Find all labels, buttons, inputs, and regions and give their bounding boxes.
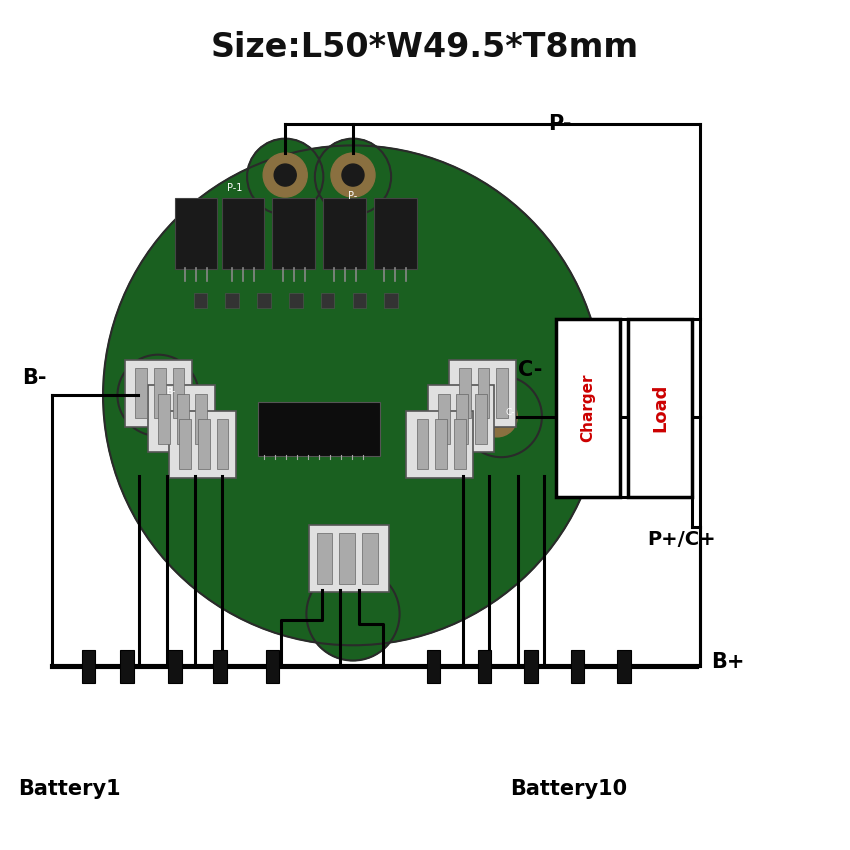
- Circle shape: [275, 164, 296, 186]
- Bar: [173, 368, 184, 418]
- Bar: [362, 534, 377, 584]
- Bar: [556, 319, 620, 497]
- Bar: [316, 534, 332, 584]
- Bar: [496, 368, 508, 418]
- Circle shape: [138, 375, 178, 416]
- Bar: [427, 650, 440, 683]
- Text: P-1: P-1: [227, 183, 242, 193]
- Text: P-: P-: [548, 114, 571, 134]
- Bar: [478, 650, 491, 683]
- FancyBboxPatch shape: [309, 525, 388, 592]
- FancyBboxPatch shape: [148, 385, 215, 452]
- Bar: [120, 650, 133, 683]
- Circle shape: [342, 164, 364, 186]
- FancyBboxPatch shape: [125, 360, 192, 427]
- Text: Battery1: Battery1: [18, 779, 121, 799]
- Bar: [438, 394, 450, 444]
- Bar: [475, 394, 487, 444]
- Text: B+: B+: [711, 652, 745, 672]
- FancyBboxPatch shape: [406, 411, 473, 478]
- Bar: [289, 293, 303, 308]
- Bar: [416, 419, 428, 469]
- Bar: [154, 368, 166, 418]
- Circle shape: [264, 153, 307, 197]
- Bar: [459, 368, 471, 418]
- Circle shape: [247, 139, 323, 215]
- Bar: [454, 419, 466, 469]
- Bar: [135, 368, 147, 418]
- Text: B-: B-: [23, 368, 47, 388]
- Text: C-: C-: [506, 408, 515, 416]
- Circle shape: [306, 567, 400, 660]
- Bar: [570, 650, 584, 683]
- Text: C-: C-: [518, 360, 542, 380]
- Bar: [168, 650, 182, 683]
- Bar: [353, 293, 366, 308]
- Circle shape: [117, 354, 199, 436]
- Text: Load: Load: [651, 384, 669, 433]
- Bar: [198, 419, 210, 469]
- Bar: [158, 394, 170, 444]
- Text: Charger: Charger: [581, 374, 596, 442]
- FancyBboxPatch shape: [374, 198, 416, 269]
- Circle shape: [103, 145, 603, 645]
- FancyBboxPatch shape: [428, 385, 495, 452]
- Bar: [194, 293, 207, 308]
- Circle shape: [477, 396, 518, 437]
- Bar: [456, 394, 468, 444]
- FancyBboxPatch shape: [323, 198, 366, 269]
- FancyBboxPatch shape: [169, 411, 236, 478]
- Text: P-: P-: [348, 191, 358, 201]
- Bar: [258, 293, 271, 308]
- Bar: [179, 419, 191, 469]
- Bar: [384, 293, 398, 308]
- Circle shape: [461, 376, 542, 457]
- Bar: [225, 293, 239, 308]
- Bar: [82, 650, 95, 683]
- Bar: [524, 650, 538, 683]
- Bar: [213, 650, 227, 683]
- Text: P+/C+: P+/C+: [647, 530, 716, 549]
- Bar: [320, 293, 334, 308]
- Bar: [177, 394, 189, 444]
- Bar: [196, 394, 207, 444]
- Bar: [628, 319, 692, 497]
- Bar: [266, 650, 280, 683]
- FancyBboxPatch shape: [175, 198, 218, 269]
- FancyBboxPatch shape: [449, 360, 516, 427]
- Bar: [217, 419, 229, 469]
- Text: Size:L50*W49.5*T8mm: Size:L50*W49.5*T8mm: [211, 31, 639, 65]
- Text: Battery10: Battery10: [511, 779, 627, 799]
- Text: B-: B-: [167, 387, 176, 395]
- Bar: [478, 368, 490, 418]
- FancyBboxPatch shape: [273, 198, 314, 269]
- Circle shape: [331, 153, 375, 197]
- Circle shape: [314, 139, 391, 215]
- FancyBboxPatch shape: [222, 198, 264, 269]
- Bar: [435, 419, 447, 469]
- Circle shape: [148, 385, 168, 405]
- Circle shape: [487, 406, 507, 427]
- Bar: [617, 650, 631, 683]
- FancyBboxPatch shape: [258, 402, 380, 456]
- Bar: [339, 534, 354, 584]
